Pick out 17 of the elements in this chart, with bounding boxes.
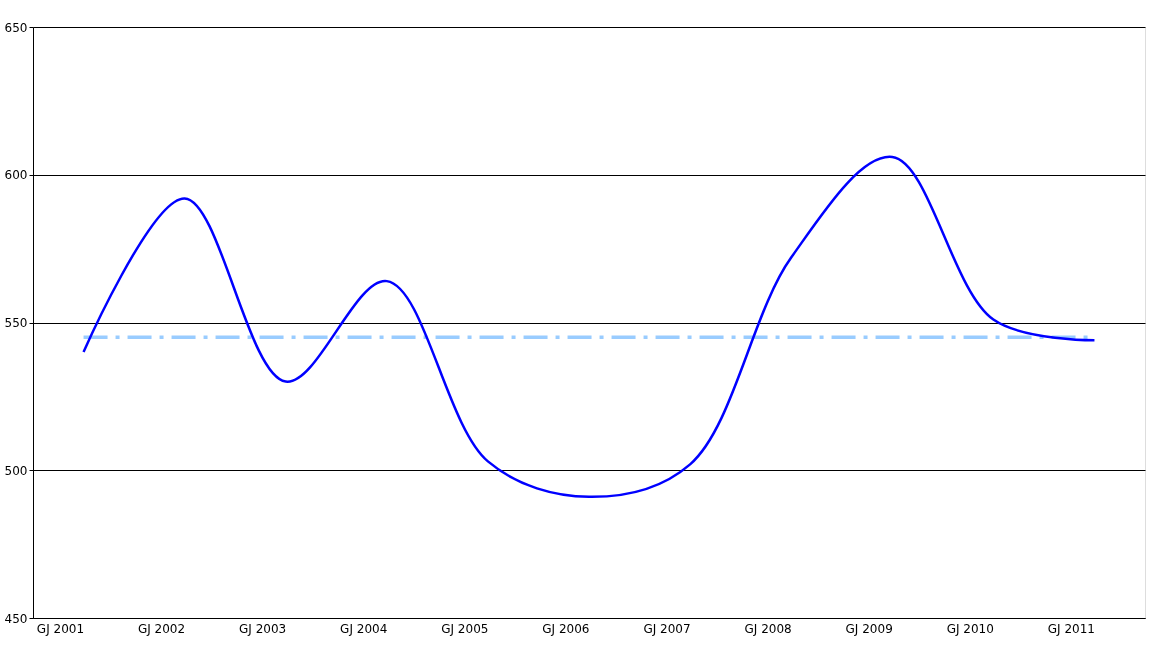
y-tick-label: 450: [4, 611, 28, 626]
x-tick-label: GJ 2005: [441, 621, 489, 636]
x-tick-label: GJ 2001: [36, 621, 85, 636]
line-series: [82, 155, 1096, 499]
x-tick-label: GJ 2011: [1047, 621, 1095, 636]
x-tick-label: GJ 2004: [340, 621, 388, 636]
x-tick-label: GJ 2002: [137, 621, 186, 636]
y-tick-label: 500: [4, 463, 28, 478]
x-tick-label: GJ 2010: [946, 621, 994, 636]
y-tick-label: 550: [4, 316, 28, 330]
x-tick-label: GJ 2008: [744, 621, 792, 636]
y-tick-label: 650: [4, 20, 28, 35]
x-tick-label: GJ 2006: [542, 621, 590, 636]
x-tick-label: GJ 2007: [643, 621, 691, 636]
x-tick-label: GJ 2003: [239, 621, 287, 636]
x-tick-label: GJ 2009: [845, 621, 893, 636]
y-tick-label: 600: [4, 168, 28, 183]
